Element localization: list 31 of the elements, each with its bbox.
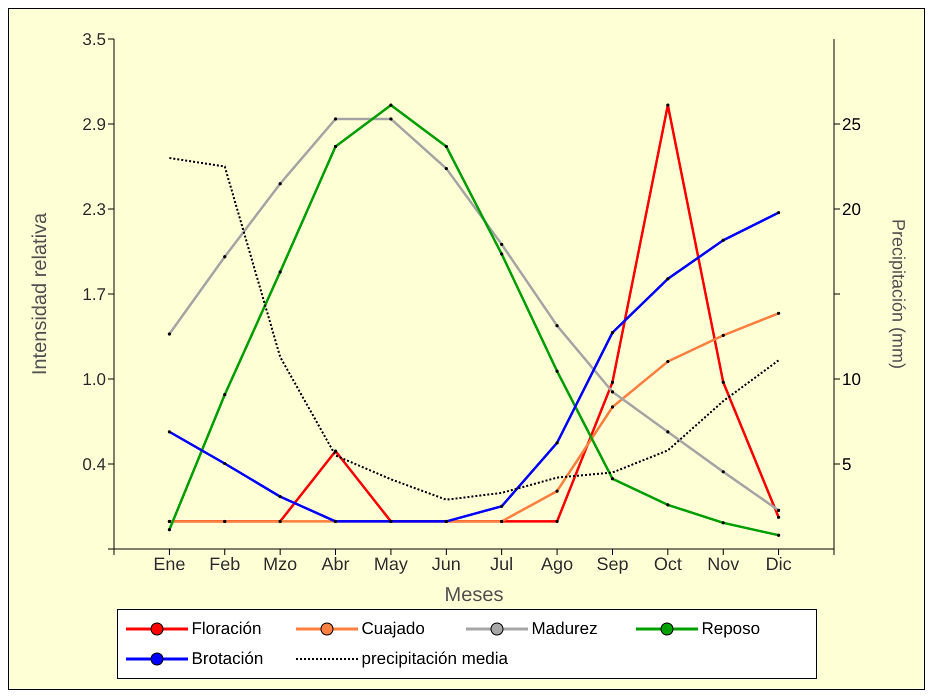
x-tick-label: Ago bbox=[541, 554, 574, 574]
x-tick-label: Jul bbox=[490, 554, 514, 574]
legend-label: precipitación media bbox=[362, 649, 508, 669]
y-tick-label: 1.7 bbox=[82, 285, 106, 304]
y2-tick-label: 20 bbox=[842, 200, 861, 220]
x-tick-label: Abr bbox=[322, 554, 350, 574]
y-tick-label: 0.4 bbox=[82, 455, 106, 474]
y2-tick-label: 10 bbox=[842, 370, 861, 390]
x-tick-label: Sep bbox=[596, 554, 628, 574]
x-tick-label: May bbox=[374, 554, 408, 574]
x-tick-label: Jun bbox=[432, 554, 461, 574]
y2-tick-label: 5 bbox=[842, 455, 852, 474]
legend-label: Cuajado bbox=[362, 619, 425, 639]
legend-label: Brotación bbox=[192, 649, 264, 669]
x-tick-label: Dic bbox=[766, 554, 792, 574]
x-tick-label: Oct bbox=[654, 554, 682, 574]
y2-axis-title: Precipitación (mm) bbox=[888, 218, 909, 370]
y2-tick-label: 25 bbox=[842, 115, 861, 134]
legend-label: Floración bbox=[192, 619, 262, 639]
x-tick-label: Nov bbox=[707, 554, 740, 574]
y-tick-label: 3.5 bbox=[82, 30, 106, 50]
legend-label: Reposo bbox=[702, 619, 760, 639]
y-axis-title: Intensidad relativa bbox=[29, 212, 52, 376]
x-axis-title: Meses bbox=[444, 584, 504, 606]
y-tick-label: 1.0 bbox=[82, 370, 106, 390]
legend-label: Madurez bbox=[532, 619, 598, 639]
y-tick-label: 2.9 bbox=[82, 115, 106, 134]
y-tick-label: 2.3 bbox=[82, 200, 106, 220]
x-tick-label: Feb bbox=[209, 554, 240, 574]
x-tick-label: Ene bbox=[153, 554, 186, 574]
x-tick-label: Mzo bbox=[263, 554, 298, 574]
